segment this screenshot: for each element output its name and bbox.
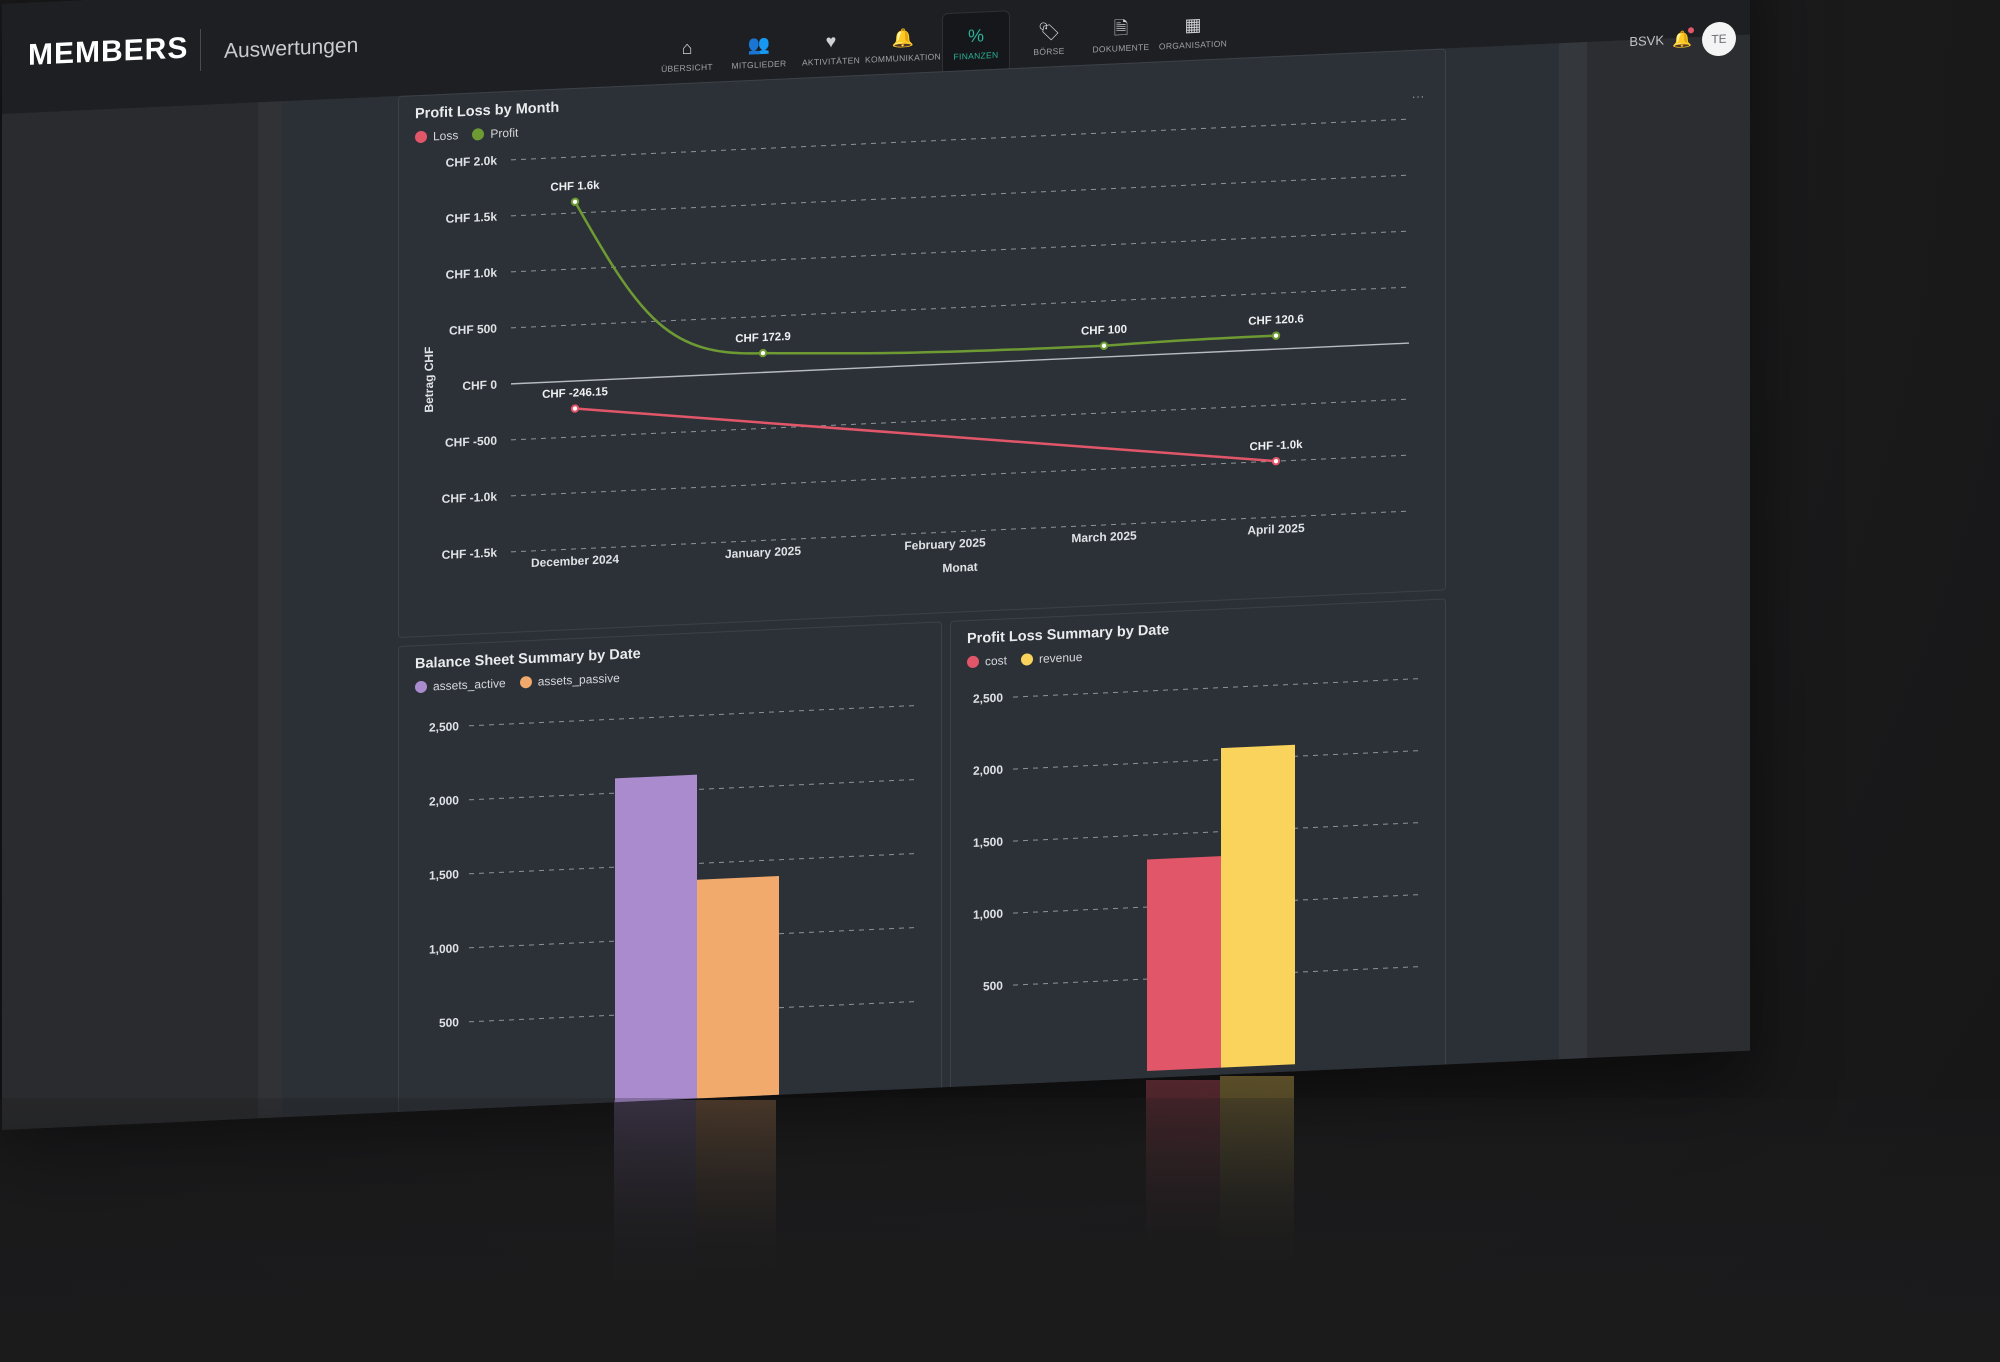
nav-item-label: AKTIVITÄTEN	[801, 54, 861, 68]
y-axis-label: Betrag CHF	[422, 346, 436, 413]
gridline	[511, 230, 1409, 273]
y-tick-label: 1,500	[429, 867, 459, 882]
nav-item-label: DOKUMENTE	[1092, 41, 1150, 54]
data-point	[570, 197, 580, 206]
sidebar-edge	[258, 101, 282, 1119]
building-icon: ▦	[1184, 14, 1202, 35]
document-icon: 🗎	[1113, 17, 1129, 39]
nav-item-label: ÜBERSICHT	[661, 61, 713, 74]
x-tick-label: March 2025	[1071, 528, 1137, 545]
data-point	[758, 348, 768, 358]
data-point	[570, 404, 580, 413]
nav-item-users[interactable]: 👥 MITGLIEDER	[726, 20, 792, 83]
profit-loss-by-month-card: Profit Loss by Month Loss Profit ... CHF …	[398, 48, 1446, 639]
data-point	[1271, 331, 1281, 340]
nav-item-document[interactable]: 🗎 DOKUMENTE	[1088, 4, 1154, 67]
gridline	[1013, 678, 1421, 698]
profit-loss-line-chart: CHF 2.0k CHF 1.5k CHF 1.0k CHF 500 CHF 0 CHF …	[422, 118, 1409, 576]
nav-item-heart-pulse[interactable]: ♥ AKTIVITÄTEN	[798, 17, 864, 80]
y-tick-label: 500	[439, 1015, 459, 1030]
nav-item-percent[interactable]: % FINANZEN	[942, 10, 1010, 76]
y-tick-label: 2,000	[429, 793, 459, 808]
tag-icon: 🏷	[1037, 20, 1061, 42]
bar-assets-active	[615, 774, 697, 1110]
y-tick-label: 2,000	[973, 763, 1003, 778]
gridline	[511, 174, 1409, 217]
y-tick-label: 2,500	[973, 691, 1003, 706]
logo-divider	[200, 28, 201, 72]
home-icon: ⌂	[681, 37, 693, 58]
y-tick-label: 500	[983, 979, 1003, 994]
percent-icon: %	[967, 24, 984, 46]
app-window: MEMBERS Auswertungen ⌂ ÜBERSICHT 👥 MITGLIED…	[2, 0, 1750, 1131]
nav-item-label: BÖRSE	[1033, 45, 1065, 57]
balance-sheet-bar-chart: 2,500 2,000 1,500 1,000 500	[429, 704, 919, 1110]
y-tick-label: 1,000	[429, 941, 459, 956]
data-label: CHF -1.0k	[1249, 439, 1303, 453]
left-panel	[2, 102, 258, 1130]
y-tick-label: CHF 500	[449, 322, 497, 338]
gridline	[1013, 750, 1421, 770]
right-edge	[1559, 42, 1587, 1060]
nav-item-tag[interactable]: 🏷 BÖRSE	[1016, 7, 1082, 70]
heart-pulse-icon: ♥	[825, 30, 837, 52]
profit-loss-summary-bar-chart: 2,500 2,000 1,500 1,000 500	[973, 678, 1421, 1072]
y-tick-label: CHF 0	[462, 378, 497, 394]
bar-cost	[1147, 856, 1221, 1072]
data-point	[1099, 341, 1109, 350]
y-tick-label: CHF 2.0k	[446, 154, 498, 170]
bell-icon: 🔔	[891, 27, 915, 49]
zero-line	[511, 342, 1409, 385]
nav-item-label: KOMMUNIKATION	[865, 50, 941, 65]
nav-item-label: MITGLIEDER	[731, 57, 787, 71]
y-tick-label: CHF -1.5k	[442, 546, 498, 563]
y-tick-label: CHF 1.5k	[446, 210, 498, 226]
data-label: CHF -246.15	[542, 386, 608, 401]
nav-item-label: FINANZEN	[953, 49, 999, 62]
series-line-loss	[574, 407, 1277, 463]
data-point	[1271, 456, 1281, 466]
gridline	[511, 118, 1409, 161]
page-title: Auswertungen	[224, 33, 359, 63]
gridline	[1013, 822, 1421, 842]
bar-assets-passive	[697, 875, 779, 1106]
bar-revenue	[1221, 744, 1295, 1068]
data-label: CHF 100	[1081, 324, 1127, 338]
x-axis-label: Monat	[942, 560, 977, 576]
data-label: CHF 1.6k	[550, 180, 600, 194]
series-line-profit	[573, 201, 1277, 355]
nav-item-building[interactable]: ▦ ORGANISATION	[1158, 0, 1228, 63]
data-label: CHF 172.9	[735, 331, 791, 346]
y-tick-label: 1,500	[973, 835, 1003, 850]
profit-loss-summary-card: Profit Loss Summary by Date cost revenue …	[950, 598, 1446, 1093]
organisation-label[interactable]: BSVK	[1629, 32, 1664, 50]
x-tick-label: December 2024	[531, 552, 619, 570]
y-tick-label: 2,500	[429, 719, 459, 734]
x-tick-label: April 2025	[1247, 521, 1305, 538]
y-tick-label: 1,000	[973, 907, 1003, 922]
x-tick-label: January 2025	[725, 544, 801, 561]
app-logo[interactable]: MEMBERS	[28, 31, 189, 72]
nav-item-bell[interactable]: 🔔 KOMMUNIKATION	[865, 14, 941, 77]
data-label: CHF 120.6	[1248, 313, 1304, 328]
gridline	[511, 398, 1409, 441]
nav-item-home[interactable]: ⌂ ÜBERSICHT	[654, 23, 720, 86]
balance-sheet-summary-card: Balance Sheet Summary by Date assets_act…	[398, 621, 942, 1119]
x-tick-label: February 2025	[904, 535, 986, 553]
nav-item-label: ORGANISATION	[1158, 37, 1228, 51]
y-tick-label: CHF -500	[445, 434, 497, 450]
right-panel	[1587, 34, 1750, 1059]
y-tick-label: CHF 1.0k	[446, 266, 498, 282]
users-icon: 👥	[747, 33, 771, 55]
floor-reflection	[0, 1098, 2000, 1362]
y-tick-label: CHF -1.0k	[442, 490, 498, 507]
gridline	[469, 704, 919, 727]
